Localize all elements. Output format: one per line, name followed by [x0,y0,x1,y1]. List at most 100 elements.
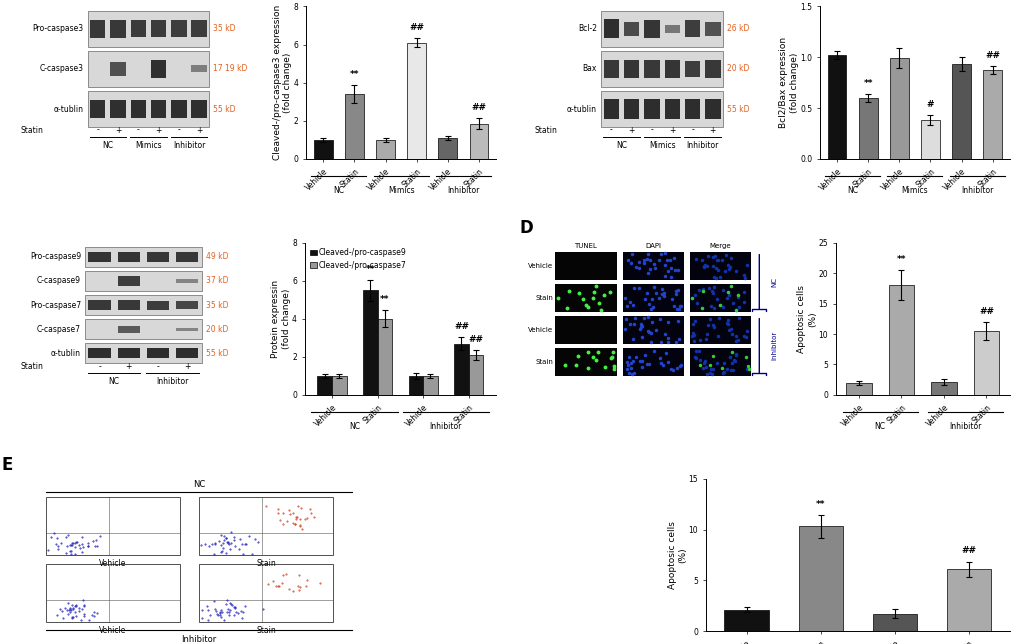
Bar [973,331,999,395]
Text: +: + [183,362,191,371]
Text: C-caspase3: C-caspase3 [40,64,84,73]
Text: Inhibitor: Inhibitor [948,422,980,431]
Legend: Cleaved-/pro-caspase9, Cleaved-/pro-caspase7: Cleaved-/pro-caspase9, Cleaved-/pro-casp… [308,247,408,271]
Text: -: - [157,362,159,371]
Bar [317,376,331,395]
Bar [88,11,209,46]
Bar [377,319,391,395]
Bar [624,60,639,78]
Y-axis label: Protein expressin
(fold change): Protein expressin (fold change) [271,279,290,358]
Text: ##: ## [984,52,1000,61]
Text: NC: NC [847,186,857,195]
Bar [644,20,659,38]
Text: Pro-caspase7: Pro-caspase7 [30,301,81,310]
Bar [644,99,659,118]
Text: 17 19 kD: 17 19 kD [213,64,248,73]
Bar [600,51,722,87]
Bar [920,120,938,159]
Bar [684,99,700,118]
Bar [176,279,198,283]
Bar [622,348,683,376]
Text: ##: ## [978,307,993,316]
Bar [199,497,333,555]
Bar [704,60,719,78]
Text: E: E [1,455,12,473]
Bar [176,252,198,261]
Text: Inhibitor: Inhibitor [429,422,462,431]
Text: NC: NC [348,422,360,431]
Text: 35 kD: 35 kD [213,24,235,33]
Text: +: + [668,126,675,135]
Bar [622,284,683,312]
Bar [110,100,125,118]
Bar [798,527,842,631]
Text: -: - [609,126,612,135]
Bar [664,24,680,33]
Bar [624,99,639,118]
Bar [117,300,140,310]
Text: +: + [115,126,121,135]
Text: +: + [628,126,634,135]
Text: Inhibitor: Inhibitor [446,186,479,195]
Bar [88,51,209,87]
Bar [117,326,140,332]
Bar [147,252,169,261]
Bar [469,355,483,395]
Text: Inhibitor: Inhibitor [181,635,217,644]
Text: Stain: Stain [256,559,276,568]
Text: ##: ## [471,103,486,112]
Text: ##: ## [409,23,424,32]
Bar [438,138,457,159]
Bar [689,316,750,344]
Bar [151,59,166,79]
Text: **: ** [896,255,905,264]
Bar [314,140,332,159]
Text: TUNEL: TUNEL [574,243,597,249]
Text: Inhibitor: Inhibitor [770,331,776,361]
Bar [46,564,179,622]
Bar [117,348,140,359]
Text: Pro-caspase9: Pro-caspase9 [30,252,81,261]
Text: ##: ## [961,547,975,555]
Bar [704,22,719,35]
Bar [409,376,423,395]
Bar [689,348,750,376]
Bar [689,252,750,280]
Text: NC: NC [615,140,627,149]
Text: Vehicle: Vehicle [528,327,552,333]
Text: 26 kD: 26 kD [727,24,749,33]
Text: Mimics: Mimics [135,140,162,149]
Bar [684,61,700,77]
Text: **: ** [365,265,375,274]
Bar [171,21,186,37]
Text: DAPI: DAPI [645,243,660,249]
Bar [469,124,488,159]
Text: -: - [691,126,693,135]
Text: +: + [709,126,715,135]
Bar [664,99,680,118]
Text: NC: NC [193,480,205,489]
Text: NC: NC [102,140,113,149]
Text: **: ** [350,70,359,79]
Text: NC: NC [109,377,119,386]
Bar [151,100,166,118]
Text: Stain: Stain [535,359,552,365]
Text: Vehicle: Vehicle [99,626,126,635]
Text: C-caspase7: C-caspase7 [37,325,81,334]
Bar [890,58,908,159]
Bar [624,21,639,36]
Bar [89,348,110,359]
Bar [684,21,700,37]
Text: Bcl-2: Bcl-2 [578,24,596,33]
Text: 20 kD: 20 kD [727,64,749,73]
Bar [344,94,364,159]
Text: Vehicle: Vehicle [528,263,552,269]
Text: **: ** [815,500,824,509]
Y-axis label: Bcl2/Bax expression
(fold change): Bcl2/Bax expression (fold change) [779,37,798,128]
Bar [192,66,207,72]
Text: Mimics: Mimics [901,186,927,195]
Text: α-tublin: α-tublin [51,348,81,357]
Bar [600,91,722,127]
Bar [554,348,616,376]
Bar [600,11,722,46]
